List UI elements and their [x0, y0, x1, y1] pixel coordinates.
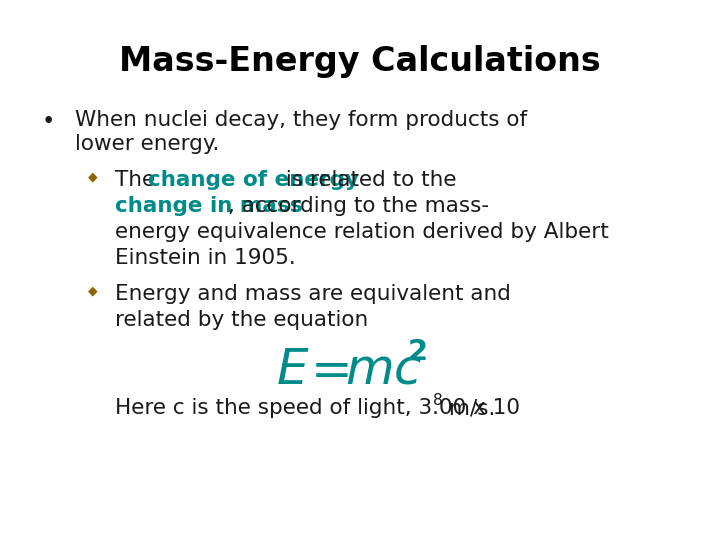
Text: $\mathbf{\mathit{mc}}$: $\mathbf{\mathit{mc}}$: [345, 346, 423, 394]
Text: When nuclei decay, they form products of: When nuclei decay, they form products of: [75, 110, 527, 130]
Text: change in mass: change in mass: [115, 196, 302, 216]
Text: , according to the mass-: , according to the mass-: [228, 196, 489, 216]
Text: 8: 8: [433, 393, 443, 408]
Text: related by the equation: related by the equation: [115, 310, 368, 330]
Text: energy equivalence relation derived by Albert: energy equivalence relation derived by A…: [115, 222, 608, 242]
Text: The: The: [115, 170, 162, 190]
Text: Mass-Energy Calculations: Mass-Energy Calculations: [119, 45, 601, 78]
Text: is related to the: is related to the: [279, 170, 456, 190]
Text: ◆: ◆: [88, 284, 98, 297]
Text: $=$: $=$: [301, 346, 349, 394]
Text: Here c is the speed of light, 3.00 x 10: Here c is the speed of light, 3.00 x 10: [115, 398, 520, 418]
Text: Energy and mass are equivalent and: Energy and mass are equivalent and: [115, 284, 511, 304]
Text: ◆: ◆: [88, 170, 98, 183]
Text: 2: 2: [408, 338, 428, 366]
Text: m/s.: m/s.: [442, 398, 495, 418]
Text: lower energy.: lower energy.: [75, 134, 220, 154]
Text: Einstein in 1905.: Einstein in 1905.: [115, 248, 296, 268]
Text: $\mathbf{\mathit{E}}$: $\mathbf{\mathit{E}}$: [276, 346, 310, 394]
Text: change of energy: change of energy: [148, 170, 359, 190]
Text: •: •: [42, 110, 55, 133]
